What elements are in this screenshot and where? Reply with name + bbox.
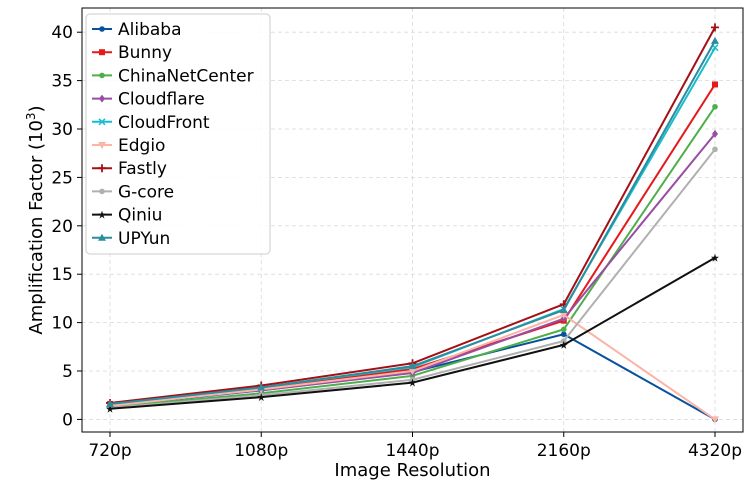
data-point-upyun	[408, 362, 417, 370]
legend-item-qiniu: Qiniu	[92, 206, 162, 226]
series-lines	[106, 23, 719, 424]
y-tick-label: 30	[51, 120, 73, 140]
data-point-upyun	[106, 399, 114, 407]
y-axis-ticks: 0 5 10 15 20 25 30 35 40	[51, 23, 82, 430]
legend-label-bunny: Bunny	[118, 43, 172, 63]
series-upyun	[106, 36, 719, 407]
data-point-cloudflare	[712, 129, 718, 138]
legend-label-chinanetcenter: ChinaNetCenter	[118, 66, 254, 86]
legend-label-alibaba: Alibaba	[118, 20, 182, 40]
data-point-qiniu	[257, 393, 266, 402]
y-tick-label: 5	[62, 362, 73, 382]
legend-item-cloudflare: Cloudflare	[92, 90, 205, 110]
data-point-alibaba	[560, 331, 567, 338]
data-point-edgio	[711, 416, 719, 424]
legend-label-upyun: UPYun	[118, 229, 170, 249]
legend-label-fastly: Fastly	[118, 159, 167, 179]
legend-item-g-core: G-core	[92, 182, 174, 202]
y-axis-label-main: Amplification Factor (10	[26, 120, 47, 335]
y-tick-label: 35	[51, 72, 73, 92]
data-point-edgio	[408, 368, 417, 376]
data-point-chinanetcenter	[560, 326, 567, 333]
data-point-qiniu	[711, 253, 719, 262]
legend-item-bunny: Bunny	[92, 43, 172, 63]
x-tick-label: 1080p	[234, 441, 288, 461]
legend-label-qiniu: Qiniu	[118, 206, 162, 226]
legend-marker-upyun	[98, 233, 106, 241]
data-point-upyun	[559, 306, 568, 314]
legend-marker-chinanetcenter	[99, 72, 105, 79]
legend-label-g-core: G-core	[118, 182, 174, 202]
legend-label-edgio: Edgio	[118, 136, 165, 156]
legend-label-cloudfront: CloudFront	[118, 113, 210, 133]
legend-marker-bunny	[99, 49, 105, 56]
legend-item-chinanetcenter: ChinaNetCenter	[92, 66, 254, 86]
x-tick-label: 2160p	[537, 441, 591, 461]
legend-box	[85, 13, 271, 255]
y-tick-label: 20	[51, 217, 73, 237]
y-tick-label: 15	[51, 265, 73, 285]
y-tick-label: 10	[51, 314, 73, 334]
x-tick-label: 4320p	[688, 441, 742, 461]
x-tick-label: 720p	[88, 441, 131, 461]
y-tick-label: 0	[62, 410, 73, 430]
data-point-chinanetcenter	[712, 103, 718, 110]
legend-item-fastly: Fastly	[92, 159, 167, 179]
legend-item-alibaba: Alibaba	[92, 20, 182, 40]
legend-item-edgio: Edgio	[92, 136, 165, 156]
legend-marker-edgio	[98, 142, 106, 149]
data-point-qiniu	[408, 378, 417, 387]
x-axis-ticks: 720p 1080p 1440p 2160p 4320p	[88, 432, 742, 461]
legend-item-upyun: UPYun	[92, 229, 170, 249]
y-axis-label: Amplification Factor (103)	[24, 105, 47, 334]
legend-marker-g-core	[99, 188, 105, 195]
data-point-fastly	[711, 23, 719, 32]
data-point-edgio	[559, 311, 568, 319]
data-point-upyun	[257, 383, 266, 391]
y-tick-label: 40	[51, 23, 73, 43]
legend-marker-cloudfront	[98, 118, 106, 126]
legend-marker-alibaba	[99, 26, 105, 32]
data-point-qiniu	[106, 404, 114, 413]
legend-item-cloudfront: CloudFront	[92, 113, 210, 133]
data-point-qiniu	[559, 340, 568, 349]
legend: Alibaba Bunny ChinaNetCenter Cloudflare Clou…	[85, 13, 271, 255]
data-point-bunny	[712, 81, 718, 88]
x-axis-label: Image Resolution	[334, 460, 490, 481]
data-point-upyun	[711, 36, 719, 44]
legend-marker-cloudflare	[99, 94, 105, 103]
y-axis-label-exponent: 3	[24, 112, 38, 120]
legend-marker-fastly	[98, 164, 106, 173]
y-axis-label-close: )	[26, 105, 47, 112]
y-tick-label: 25	[51, 168, 73, 188]
series-qiniu	[106, 253, 719, 413]
legend-label-cloudflare: Cloudflare	[118, 90, 205, 110]
legend-marker-qiniu	[98, 210, 106, 219]
x-tick-label: 1440p	[385, 441, 439, 461]
data-point-g-core	[712, 146, 718, 153]
